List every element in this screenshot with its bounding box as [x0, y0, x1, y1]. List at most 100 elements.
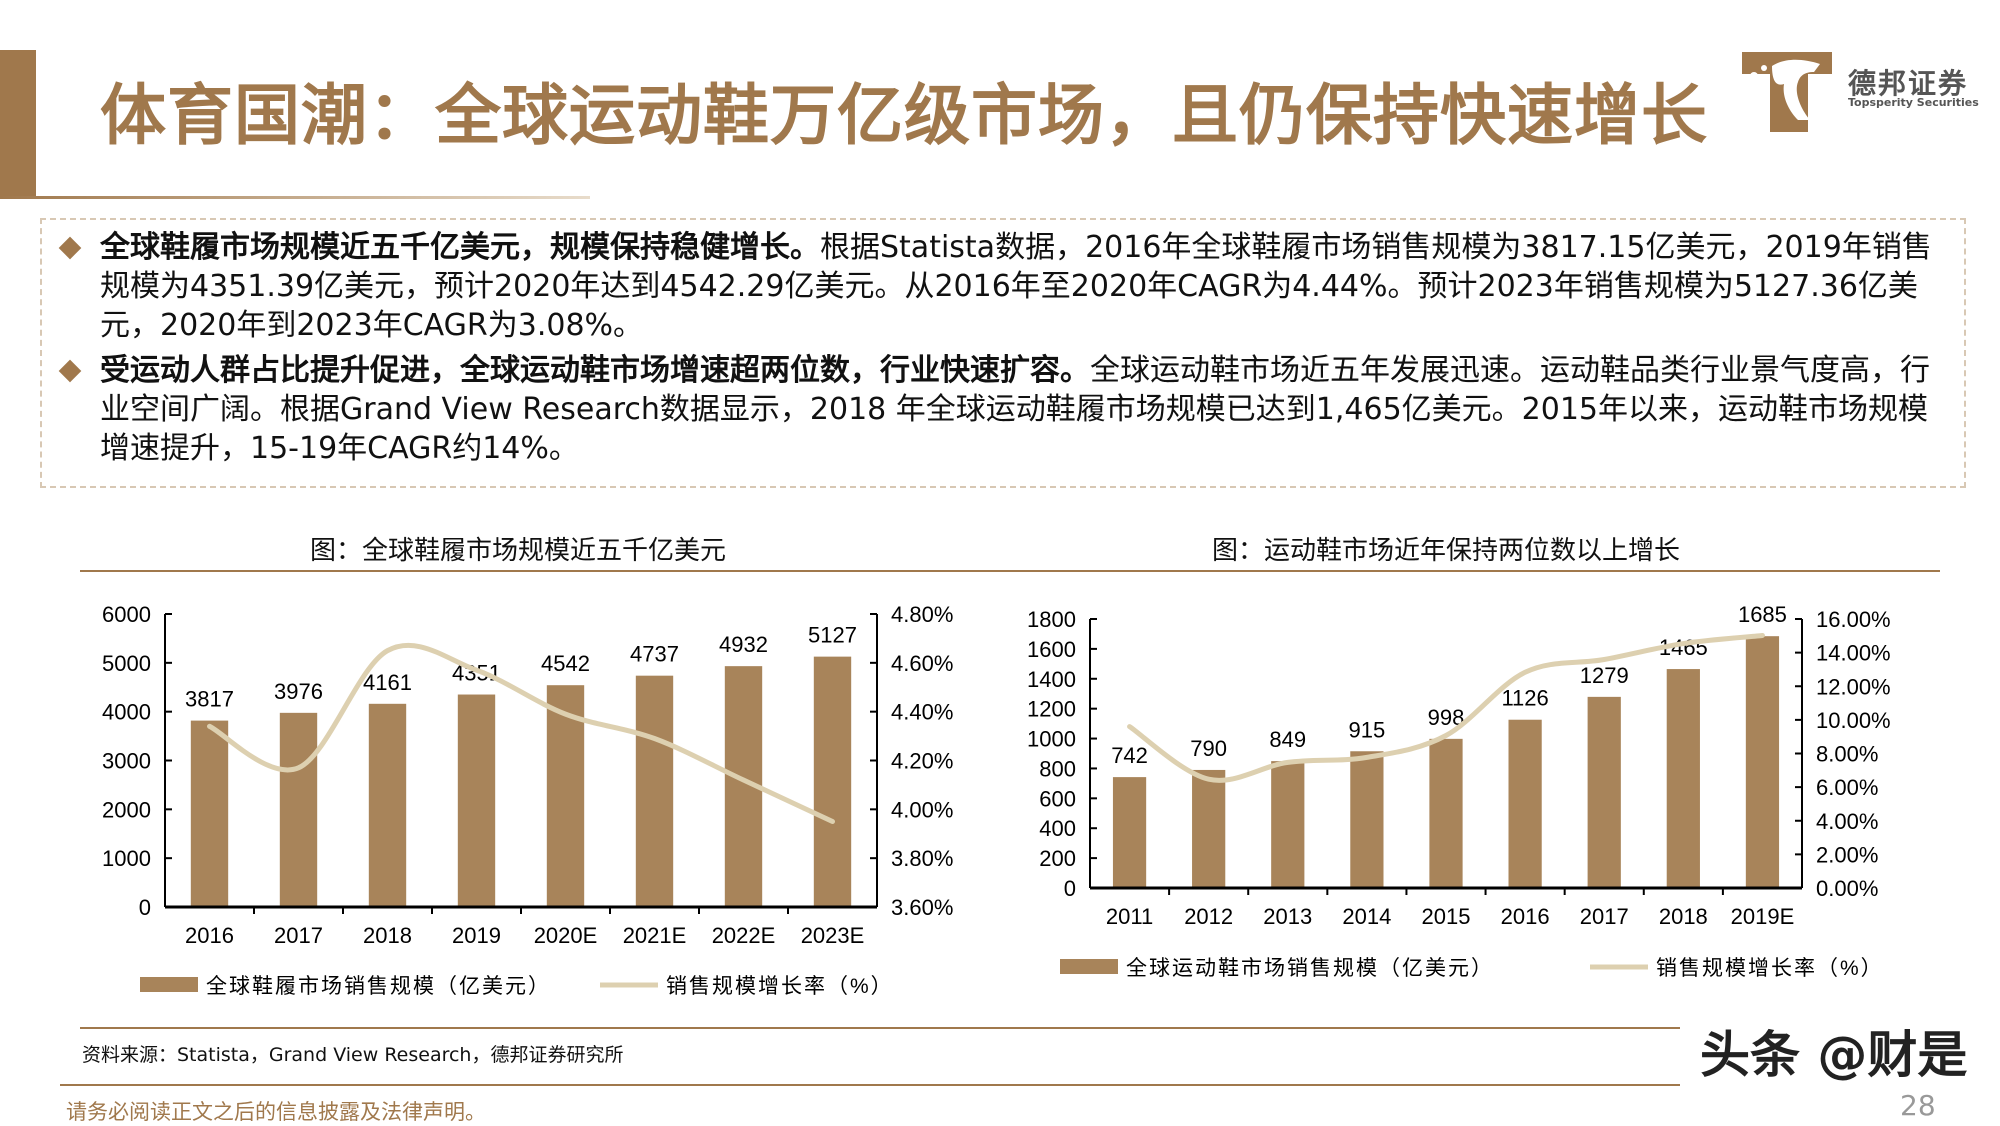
y2-tick-label: 4.60%: [891, 651, 953, 676]
x-tick-label: 2017: [274, 923, 323, 948]
legend-bar-swatch: [1060, 959, 1118, 974]
y2-tick-label: 10.00%: [1816, 708, 1891, 733]
bar-data-label: 3976: [274, 679, 323, 704]
y-tick-label: 3000: [102, 749, 151, 774]
bar-data-label: 1685: [1738, 602, 1787, 627]
legend-bar-swatch: [140, 977, 198, 992]
x-tick-label: 2011: [1106, 904, 1153, 929]
bar-data-label: 849: [1269, 727, 1306, 752]
legend-bar-label: 全球运动鞋市场销售规模（亿美元）: [1126, 957, 1494, 980]
topsperity-logo-icon: [1742, 52, 1832, 132]
x-tick-label: 2014: [1342, 904, 1391, 929]
chart-header-divider: [80, 570, 1940, 572]
watermark: 头条 @财是: [1700, 1026, 1968, 1084]
bar-data-label: 742: [1111, 743, 1148, 768]
y2-tick-label: 16.00%: [1816, 607, 1891, 632]
source-note: 资料来源：Statista，Grand View Research，德邦证券研究…: [82, 1044, 624, 1066]
y-tick-label: 5000: [102, 651, 151, 676]
bar-data-label: 4737: [630, 642, 679, 667]
x-tick-label: 2017: [1580, 904, 1629, 929]
bar-data-label: 3817: [185, 687, 234, 712]
bar: [1508, 719, 1542, 888]
diamond-bullet-icon: [58, 236, 82, 260]
y-tick-label: 400: [1039, 816, 1076, 841]
x-tick-label: 2021E: [623, 923, 687, 948]
chart-1: 0 1000 2000 3000 4000 5000 6000 3.60% 3.80% 4.00%…: [102, 602, 953, 998]
bullet-2: 受运动人群占比提升促进，全球运动鞋市场增速超两位数，行业快速扩容。全球运动鞋市场…: [58, 351, 1946, 468]
x-tick-label: 2018: [1659, 904, 1708, 929]
bullet-1: 全球鞋履市场规模近五千亿美元，规模保持稳健增长。根据Statista数据，201…: [58, 228, 1946, 345]
y2-tick-label: 4.40%: [891, 700, 953, 725]
bullet-2-heading: 受运动人群占比提升促进，全球运动鞋市场增速超两位数，行业快速扩容。: [100, 353, 1090, 388]
footer-divider-top: [80, 1027, 1680, 1029]
bar-data-label: 790: [1190, 736, 1227, 761]
y-tick-label: 6000: [102, 602, 151, 627]
y2-tick-label: 4.80%: [891, 602, 953, 627]
chart-2: 0 200 400 600 800 1000 1200 1400 1600 1800 0.00% 2.…: [1027, 602, 1891, 980]
bar: [635, 675, 674, 907]
bullet-2-text: 全球运动鞋市场近五年发展迅速。运动鞋品类行业景气度高，行业空间广阔。根据Gran…: [100, 353, 1930, 466]
page-title: 体育国潮：全球运动鞋万亿级市场，且仍保持快速增长: [100, 77, 1708, 154]
y2-tick-label: 4.20%: [891, 749, 953, 774]
y2-tick-label: 2.00%: [1816, 842, 1878, 867]
bar: [1350, 751, 1384, 888]
y-tick-label: 1000: [102, 846, 151, 871]
bar: [1429, 738, 1463, 888]
bar: [1112, 777, 1147, 888]
summary-box: 全球鞋履市场规模近五千亿美元，规模保持稳健增长。根据Statista数据，201…: [40, 218, 1966, 488]
y-tick-label: 800: [1039, 756, 1076, 781]
y2-tick-label: 8.00%: [1816, 742, 1878, 767]
y2-tick-label: 3.80%: [891, 846, 953, 871]
x-tick-label: 2019: [452, 923, 501, 948]
y2-tick-label: 6.00%: [1816, 775, 1878, 800]
bar: [190, 720, 229, 907]
y-tick-label: 1000: [1027, 727, 1076, 752]
x-tick-label: 2023E: [801, 923, 865, 948]
bar-data-label: 4161: [363, 670, 412, 695]
x-tick-label: 2020E: [534, 923, 598, 948]
y-tick-label: 200: [1039, 846, 1076, 871]
y-tick-label: 4000: [102, 700, 151, 725]
bar: [1192, 769, 1226, 888]
bar-data-label: 915: [1349, 717, 1386, 742]
x-tick-label: 2016: [1501, 904, 1550, 929]
y2-tick-label: 0.00%: [1816, 876, 1878, 901]
bar-data-label: 4932: [719, 632, 768, 657]
chart-2-title: 图：运动鞋市场近年保持两位数以上增长: [1212, 536, 1681, 566]
x-tick-label: 2022E: [712, 923, 776, 948]
bar: [368, 703, 407, 907]
y-tick-label: 0: [1064, 876, 1076, 901]
bar-data-label: 1126: [1501, 686, 1548, 711]
x-tick-label: 2016: [185, 923, 234, 948]
logo-name-cn: 德邦证券: [1848, 67, 1969, 100]
title-underline: [0, 196, 590, 199]
footer-divider-bottom: [60, 1084, 1680, 1086]
x-tick-label: 2019E: [1731, 904, 1795, 929]
bar: [1666, 669, 1700, 888]
bar-data-label: 4542: [541, 651, 590, 676]
x-tick-label: 2012: [1184, 904, 1233, 929]
y2-tick-label: 3.60%: [891, 895, 953, 920]
bar: [1271, 761, 1305, 888]
bar: [457, 694, 496, 907]
y2-tick-label: 4.00%: [1816, 809, 1878, 834]
growth-rate-line: [1127, 632, 1765, 783]
bar: [1745, 636, 1780, 888]
legend-line-label: 销售规模增长率（%）: [666, 975, 894, 998]
y-tick-label: 0: [139, 895, 151, 920]
y-tick-label: 600: [1039, 786, 1076, 811]
y2-tick-label: 12.00%: [1816, 674, 1891, 699]
legend-bar-label: 全球鞋履市场销售规模（亿美元）: [206, 975, 551, 998]
diamond-bullet-icon: [58, 359, 82, 383]
bar: [813, 656, 852, 907]
bullet-1-heading: 全球鞋履市场规模近五千亿美元，规模保持稳健增长。: [100, 230, 820, 265]
disclaimer: 请务必阅读正文之后的信息披露及法律声明。: [66, 1100, 486, 1124]
chart-1-title: 图：全球鞋履市场规模近五千亿美元: [310, 536, 727, 566]
bar-data-label: 5127: [808, 623, 857, 648]
legend-line-label: 销售规模增长率（%）: [1656, 957, 1884, 980]
bar-data-label: 1279: [1580, 663, 1629, 688]
bar: [1587, 696, 1621, 888]
x-tick-label: 2018: [363, 923, 412, 948]
x-tick-label: 2015: [1422, 904, 1471, 929]
bullet-1-text: 根据Statista数据，2016年全球鞋履市场销售规模为3817.15亿美元，…: [100, 230, 1932, 343]
